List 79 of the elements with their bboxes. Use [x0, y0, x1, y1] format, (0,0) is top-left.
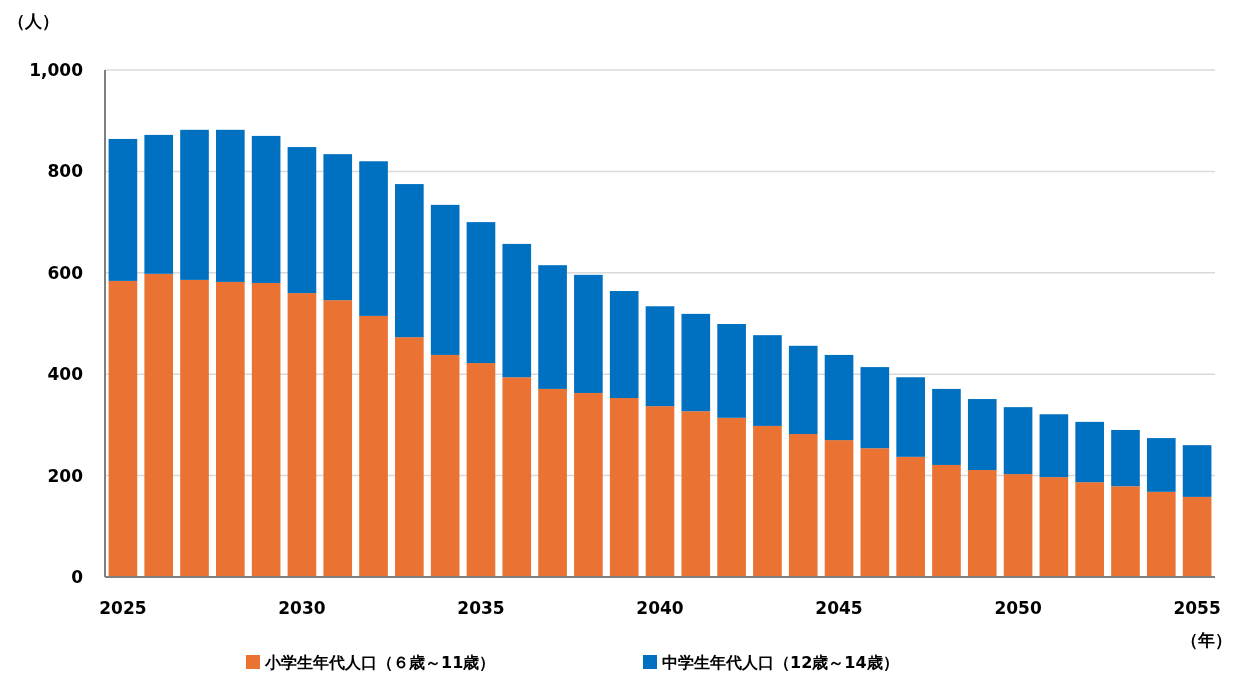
bar — [1075, 421, 1104, 483]
y-tick-label: 400 — [47, 364, 84, 385]
bar — [1039, 477, 1069, 577]
bar — [1003, 407, 1033, 475]
bar — [1146, 491, 1176, 577]
bar — [753, 335, 782, 426]
bar — [645, 406, 675, 577]
bar — [896, 456, 925, 577]
bar — [108, 138, 138, 281]
bar — [1111, 486, 1140, 577]
bar — [430, 354, 460, 577]
bar — [717, 324, 746, 418]
bar — [430, 204, 460, 355]
bar — [108, 280, 138, 577]
bar — [287, 293, 317, 577]
bar — [538, 265, 567, 389]
bar — [1039, 414, 1069, 478]
bar — [1075, 482, 1104, 577]
bar — [287, 147, 317, 294]
bar — [180, 129, 209, 280]
bar — [1182, 496, 1212, 577]
bar — [788, 434, 818, 577]
bar — [144, 134, 174, 274]
legend-label: 中学生年代人口（12歳～14歳） — [662, 653, 899, 672]
y-tick-label: 1,000 — [29, 60, 84, 80]
bar — [788, 345, 818, 435]
bar — [323, 154, 353, 301]
bar — [359, 315, 388, 577]
bar — [216, 281, 245, 577]
bar — [466, 363, 496, 577]
x-tick-label: 2050 — [994, 598, 1042, 618]
bar — [967, 470, 997, 577]
bar — [1111, 429, 1140, 487]
bar — [574, 274, 603, 393]
x-tick-label: 2035 — [457, 598, 505, 618]
bar — [681, 411, 711, 577]
bar — [932, 464, 961, 577]
x-tick-label: 2055 — [1173, 598, 1221, 618]
x-tick-label: 2030 — [278, 598, 326, 618]
bar — [609, 398, 639, 577]
y-axis-title: （人） — [8, 11, 59, 31]
bar — [144, 273, 174, 577]
bar — [932, 388, 961, 465]
bar — [251, 135, 281, 283]
x-axis-title: （年） — [1181, 630, 1232, 650]
bar — [609, 291, 639, 399]
bar — [359, 161, 388, 316]
bar — [502, 377, 532, 577]
y-tick-label: 800 — [47, 161, 84, 182]
x-tick-label: 2040 — [636, 598, 684, 618]
bar — [1003, 474, 1033, 577]
bar — [502, 243, 532, 378]
bar — [1182, 445, 1212, 497]
bar — [860, 367, 890, 449]
x-tick-label: 2045 — [815, 598, 863, 618]
y-tick-label: 200 — [47, 465, 84, 486]
bar — [323, 300, 353, 577]
bar — [574, 392, 603, 577]
legend-label: 小学生年代人口（６歳～11歳） — [264, 653, 496, 672]
bar — [753, 425, 782, 577]
bar — [466, 222, 496, 364]
bar — [824, 354, 854, 441]
bar — [824, 440, 854, 577]
bar — [967, 399, 997, 471]
y-tick-label: 0 — [71, 567, 84, 587]
bar — [1146, 438, 1176, 492]
bar — [395, 337, 424, 577]
bar — [645, 306, 675, 407]
bar — [395, 184, 424, 338]
bar — [251, 282, 281, 577]
bar — [717, 417, 746, 577]
x-tick-label: 2025 — [99, 598, 147, 618]
bar — [896, 377, 925, 457]
bar — [180, 279, 209, 577]
bar — [538, 388, 567, 577]
bar — [216, 129, 245, 282]
y-tick-label: 600 — [47, 262, 84, 283]
bar — [860, 448, 890, 577]
bar — [681, 313, 711, 412]
